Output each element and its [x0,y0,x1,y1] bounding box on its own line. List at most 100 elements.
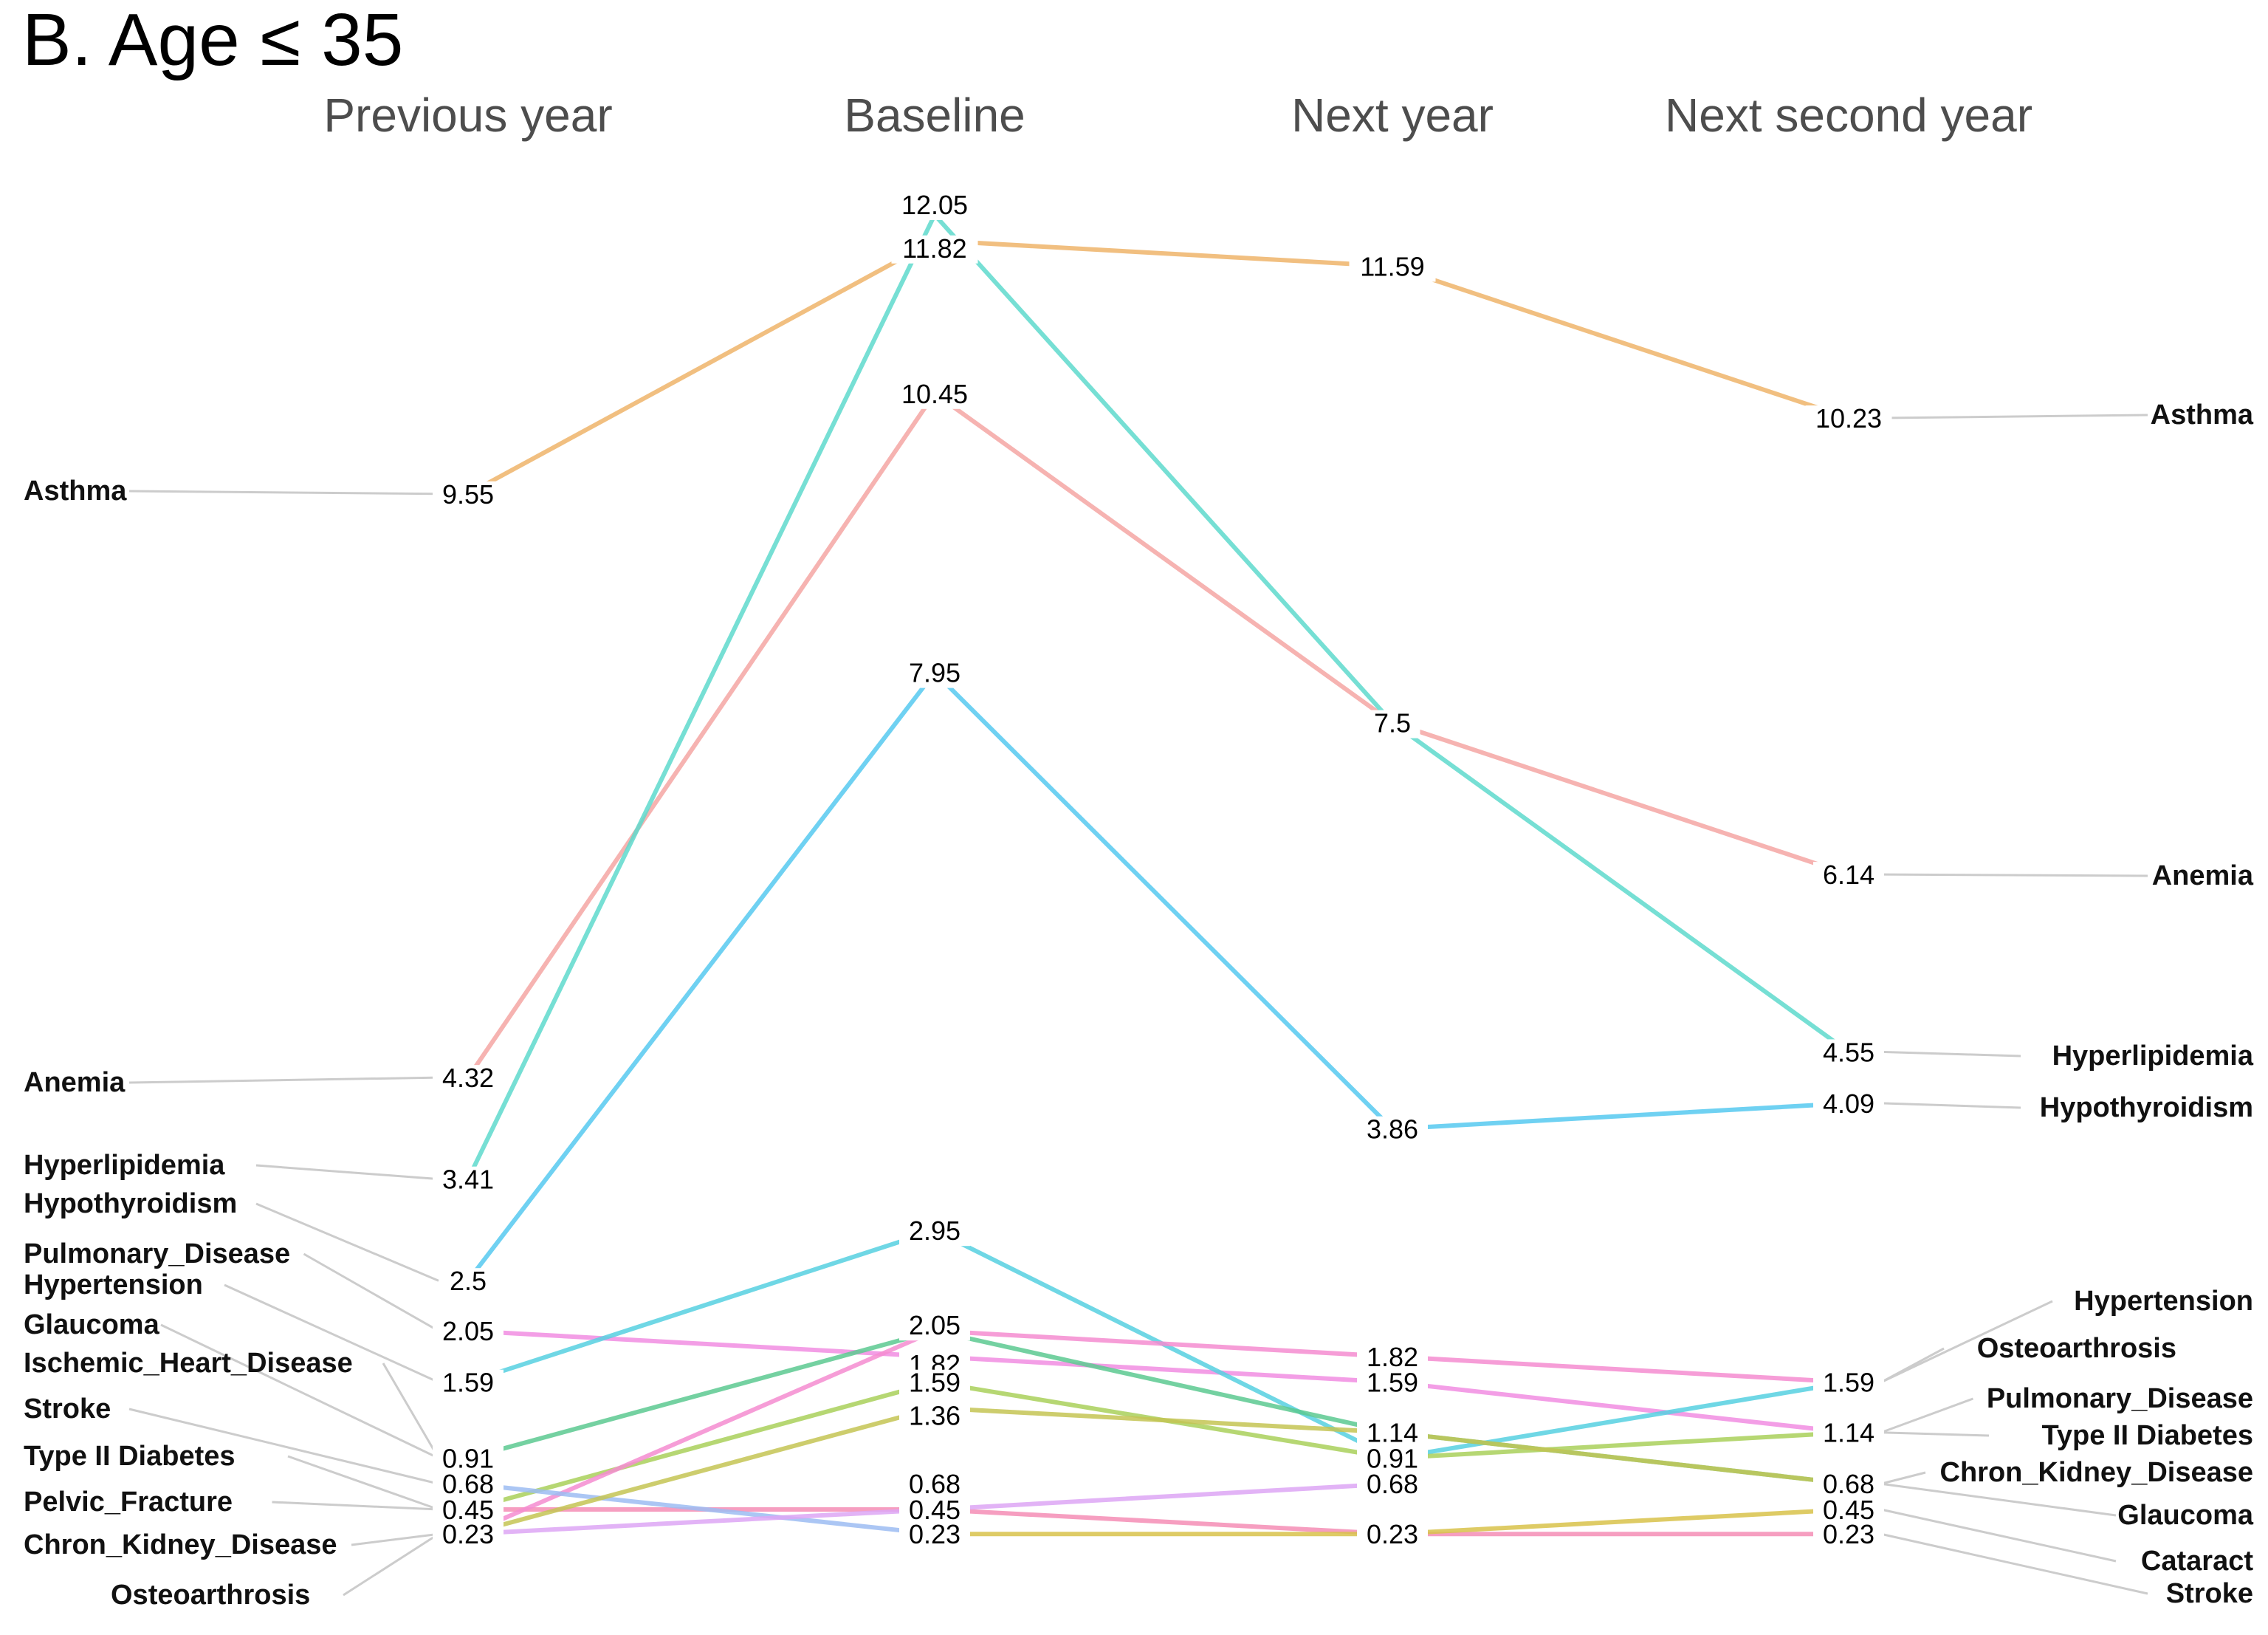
left-label-hypothyroidism: Hypothyroidism [24,1188,237,1219]
chart-title: B. Age ≤ 35 [22,0,403,81]
value-label-previous-year: 0.91 [442,1443,494,1473]
value-label-bg [899,1521,970,1550]
value-label-bg [1357,1471,1428,1500]
left-label-pelvic-fracture: Pelvic_Fracture [24,1487,233,1518]
leader-line [343,1532,439,1597]
value-label-bg [440,1268,496,1297]
value-label-next-year: 1.82 [1367,1342,1418,1372]
series-lines [466,213,1851,1537]
value-label-next-second-year: 4.09 [1823,1089,1874,1119]
value-label-next-year: 3.86 [1367,1114,1418,1145]
left-label-chron-kidney-disease: Chron_Kidney_Disease [24,1529,337,1560]
value-label-bg [891,192,978,220]
value-label-bg [433,1318,504,1347]
leader-line [160,1323,439,1459]
right-label-asthma: Asthma [2151,400,2254,431]
leader-line [1880,1532,2148,1595]
right-label-pulmonary-disease: Pulmonary_Disease [1987,1383,2253,1414]
value-label-previous-year: 9.55 [442,479,494,510]
leader-line [382,1362,440,1459]
value-label-baseline: 0.23 [909,1519,961,1549]
right-label-type-ii-diabetes: Type II Diabetes [2041,1420,2253,1451]
label-leader-lines [128,414,2148,1597]
series-line-hypothyroidism [466,670,1851,1283]
series-line-asthma [466,238,1851,496]
leader-line [1880,1431,1990,1437]
series-line-anemia [466,391,1851,1080]
value-label-previous-year: 0.68 [442,1469,494,1499]
left-label-hypertension: Hypertension [24,1269,203,1300]
leader-line [1880,1347,1945,1384]
value-label-bg [433,1065,504,1094]
left-label-ischemic-heart-disease: Ischemic_Heart_Disease [24,1348,353,1379]
value-label-bg [1357,1343,1428,1372]
value-label-previous-year: 1.59 [442,1368,494,1398]
left-label-glaucoma: Glaucoma [24,1309,160,1340]
value-label-next-second-year: 0.68 [1823,1469,1874,1499]
value-label-bg [1357,1521,1428,1550]
value-label-next-second-year: 4.55 [1823,1037,1874,1067]
value-label-bg [1813,862,1884,891]
value-label-baseline: 0.45 [909,1495,961,1525]
value-label-previous-year: 2.05 [442,1316,494,1346]
value-label-bg [1813,1496,1884,1525]
right-label-glaucoma: Glaucoma [2117,1500,2254,1531]
value-label-baseline: 12.05 [901,190,968,220]
left-label-pulmonary-disease: Pulmonary_Disease [24,1238,290,1269]
series-line-pelvic-fracture [466,1481,937,1537]
left-label-hyperlipidemia: Hyperlipidemia [24,1150,225,1181]
value-label-next-year: 0.91 [1367,1443,1418,1473]
right-label-hyperlipidemia: Hyperlipidemia [2052,1041,2254,1072]
series-line-osteoarthrosis [466,1405,1851,1537]
value-label-bg [433,1521,504,1550]
value-label-bg [891,380,978,409]
leader-line [1880,1300,2053,1384]
value-label-bg [433,1369,504,1398]
value-label-bg [1349,253,1436,282]
value-label-bg [433,481,504,510]
column-headers: Previous year Baseline Next year Next secon… [323,89,2032,142]
right-label-osteoarthrosis: Osteoarthrosis [1977,1333,2176,1364]
column-header-next-year: Next year [1291,89,1494,142]
value-label-bg [1357,1445,1428,1474]
value-label-baseline: 11.82 [902,233,966,264]
value-label-previous-year: 2.5 [450,1266,487,1296]
right-label-hypothyroidism: Hypothyroidism [2040,1092,2253,1123]
left-label-osteoarthrosis: Osteoarthrosis [111,1580,310,1611]
value-label-bg [899,1471,970,1500]
value-label-bg [433,1471,504,1500]
leader-line [287,1455,439,1511]
leader-line [1880,1471,1926,1485]
leader-line [128,490,439,496]
value-label-next-year: 0.68 [1367,1469,1418,1499]
value-label-bg [1813,1090,1884,1119]
value-label-next-year: 1.14 [1367,1418,1418,1448]
value-label-bg [891,235,978,264]
leader-line [1880,1482,2117,1517]
value-label-bg [899,659,970,688]
leader-line [255,1164,439,1181]
value-label-baseline: 1.36 [909,1400,961,1430]
left-label-anemia: Anemia [24,1067,126,1098]
value-label-bg [899,1402,970,1431]
value-label-baseline: 2.05 [909,1310,961,1340]
value-label-previous-year: 0.23 [442,1519,494,1549]
value-label-next-year: 11.59 [1360,252,1424,282]
value-label-previous-year: 0.45 [442,1495,494,1525]
leader-line [303,1252,439,1332]
value-label-baseline: 10.45 [901,379,968,409]
value-label-bg [433,1496,504,1525]
left-label-type-ii-diabetes: Type II Diabetes [24,1441,236,1472]
value-label-bg [433,1445,504,1474]
right-label-cataract: Cataract [2141,1546,2253,1577]
leader-line [224,1283,439,1384]
value-label-next-year: 7.5 [1374,708,1411,738]
series-line-pulmonary-disease [466,1329,1851,1435]
value-label-bg [899,1312,970,1341]
value-label-bg [899,1218,970,1247]
value-label-next-second-year: 1.14 [1823,1418,1874,1448]
value-label-bg [1813,1471,1884,1500]
value-label-next-second-year: 0.45 [1823,1495,1874,1525]
leader-line [128,1076,439,1084]
